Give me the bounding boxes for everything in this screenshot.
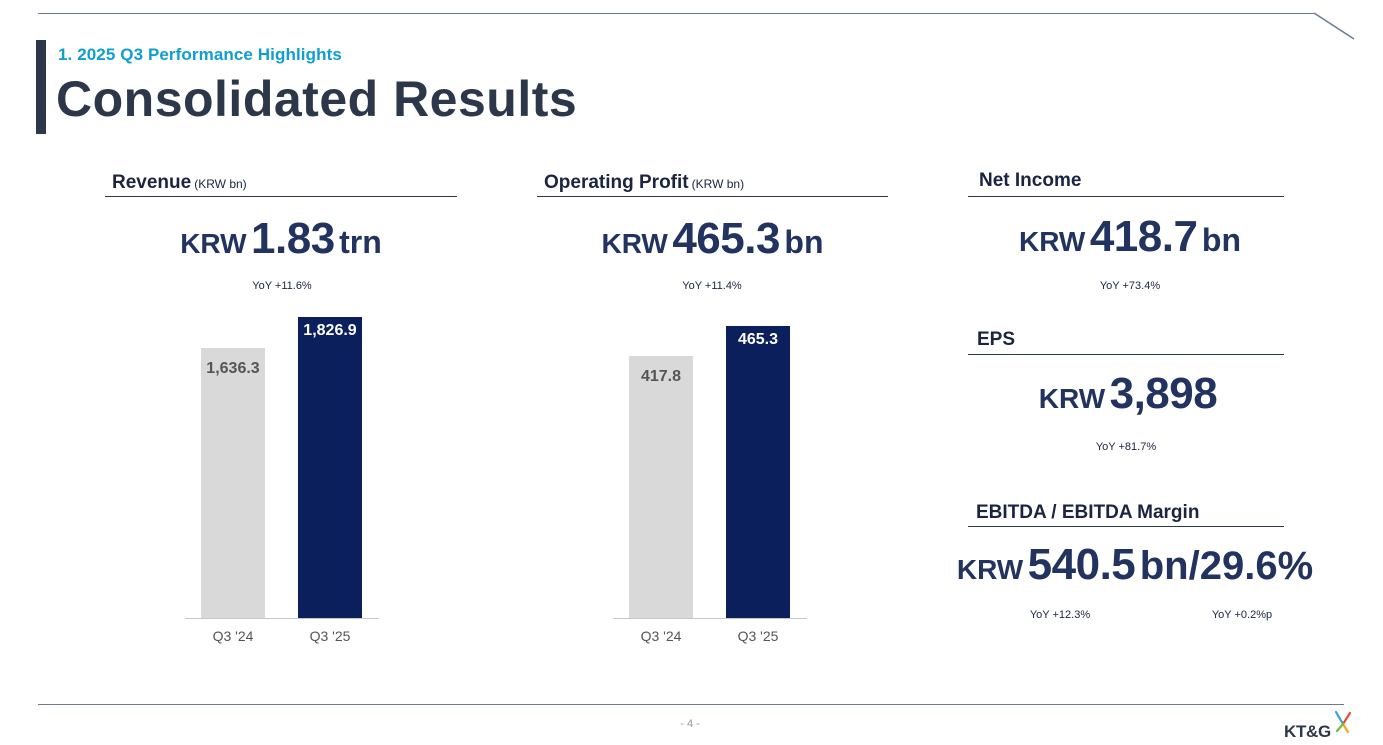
- operating-profit-heading: Operating Profit (KRW bn): [544, 172, 744, 194]
- operating-profit-axis-line: [613, 618, 807, 619]
- revenue-bar-label-1: 1,636.3: [206, 360, 260, 378]
- revenue-value: 1.83: [251, 214, 335, 263]
- top-divider: [38, 13, 1314, 14]
- ebitda-headline: KRW 540.5 bn/29.6%: [950, 540, 1320, 590]
- operating-profit-yoy: YoY +11.4%: [682, 280, 742, 292]
- bottom-divider: [38, 704, 1344, 705]
- section-subtitle: 1. 2025 Q3 Performance Highlights: [58, 45, 342, 64]
- revenue-bar-label-2: 1,826.9: [303, 322, 357, 339]
- revenue-bar-1: [201, 348, 265, 618]
- operating-profit-category-label-1: Q3 '24: [640, 628, 682, 644]
- net-income-underline: [968, 196, 1284, 197]
- page-number: - 4 -: [680, 718, 700, 730]
- operating-profit-bar-2: [726, 326, 790, 618]
- revenue-bar-2: [298, 317, 362, 618]
- revenue-category-label-2: Q3 '25: [309, 628, 351, 644]
- operating-profit-unit: (KRW bn): [691, 177, 745, 191]
- net-income-yoy: YoY +73.4%: [1099, 280, 1161, 292]
- eps-value: 3,898: [1109, 369, 1218, 418]
- revenue-prefix: KRW: [180, 228, 247, 259]
- operating-profit-heading-text: Operating Profit: [544, 172, 689, 193]
- ebitda-prefix: KRW: [956, 554, 1024, 585]
- eps-underline: [968, 354, 1284, 355]
- revenue-suffix: trn: [339, 224, 382, 260]
- eps-headline: KRW 3,898: [968, 369, 1288, 419]
- net-income-value: 418.7: [1089, 212, 1198, 261]
- eps-prefix: KRW: [1038, 383, 1106, 414]
- kt-and-g-logo: KT&G: [1284, 710, 1354, 741]
- operating-profit-prefix: KRW: [601, 228, 668, 259]
- revenue-category-label-1: Q3 '24: [212, 628, 254, 644]
- operating-profit-bar-chart: 417.8 Q3 '24 465.3 Q3 '25: [613, 300, 807, 660]
- eps-yoy: YoY +81.7%: [1095, 441, 1157, 453]
- page-title: Consolidated Results: [56, 71, 578, 127]
- eps-heading: EPS: [977, 329, 1016, 350]
- ebitda-value: 540.5: [1027, 540, 1136, 589]
- ebitda-margin-yoy: YoY +0.2%p: [1211, 609, 1273, 621]
- revenue-underline: [105, 196, 457, 197]
- operating-profit-suffix: bn: [784, 224, 824, 260]
- revenue-heading: Revenue (KRW bn): [112, 172, 247, 194]
- revenue-heading-text: Revenue: [112, 172, 192, 193]
- operating-profit-bar-1: [629, 355, 693, 618]
- revenue-yoy: YoY +11.6%: [252, 280, 312, 292]
- revenue-bar-chart: 1,636.3 Q3 '24 1,826.9 Q3 '25: [185, 300, 379, 660]
- net-income-prefix: KRW: [1019, 226, 1086, 257]
- net-income-headline: KRW 418.7 bn: [968, 212, 1292, 262]
- title-accent-bar: [36, 40, 46, 134]
- ebitda-yoy: YoY +12.3%: [1029, 609, 1091, 621]
- revenue-headline: KRW 1.83 trn: [105, 214, 457, 264]
- ebitda-underline: [968, 526, 1284, 527]
- ebitda-suffix: bn/29.6%: [1139, 544, 1314, 588]
- revenue-axis-line: [185, 618, 379, 619]
- operating-profit-bar-label-2: 465.3: [737, 331, 779, 348]
- corner-accent-line: [1313, 12, 1355, 40]
- operating-profit-value: 465.3: [672, 214, 780, 263]
- operating-profit-headline: KRW 465.3 bn: [537, 214, 888, 264]
- logo-mark-icon: [1334, 710, 1352, 734]
- operating-profit-bar-label-1: 417.8: [640, 367, 682, 385]
- net-income-suffix: bn: [1201, 222, 1241, 258]
- operating-profit-category-label-2: Q3 '25: [737, 628, 779, 644]
- ebitda-heading: EBITDA / EBITDA Margin: [976, 502, 1200, 523]
- net-income-heading: Net Income: [979, 170, 1082, 191]
- revenue-unit: (KRW bn): [194, 177, 247, 191]
- operating-profit-underline: [537, 196, 888, 197]
- logo-text: KT&G: [1284, 722, 1331, 741]
